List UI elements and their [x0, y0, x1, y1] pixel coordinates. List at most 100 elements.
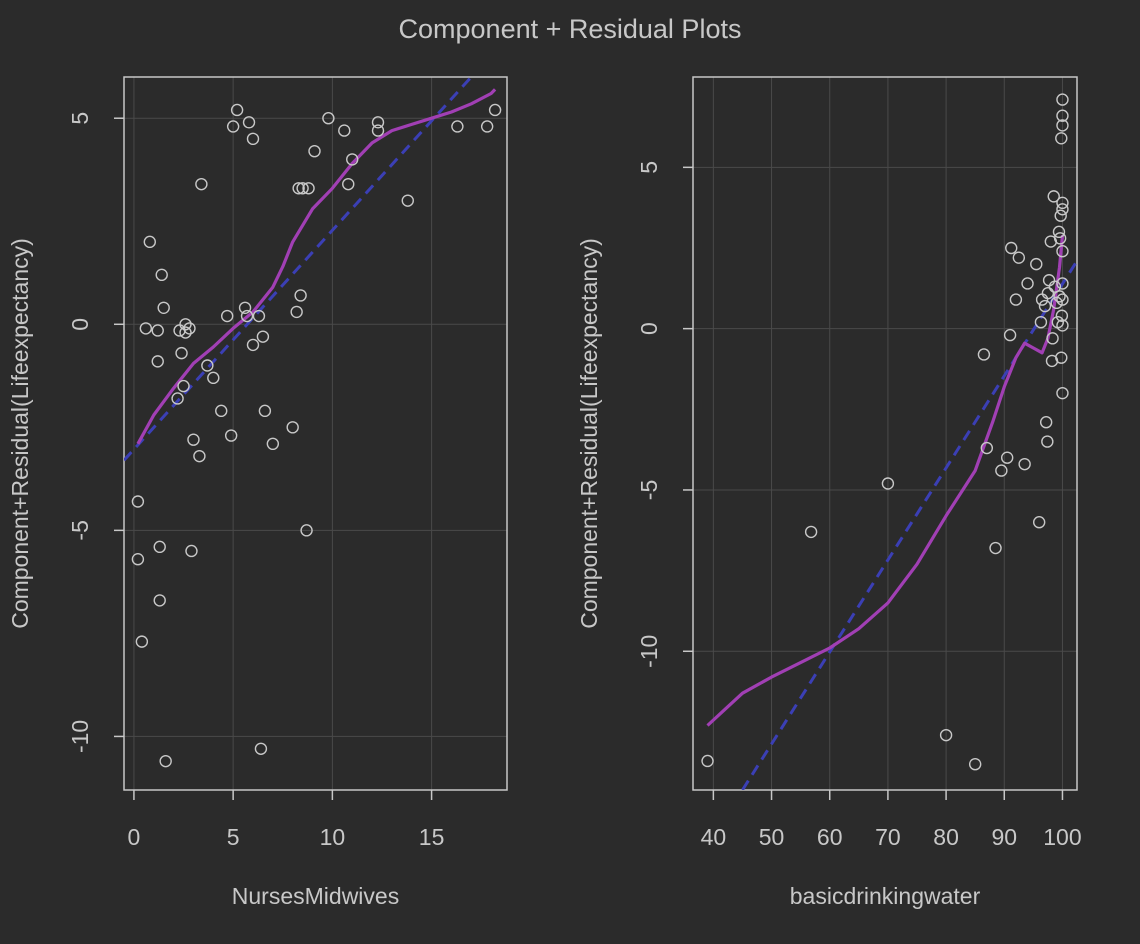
residual-smooth-line	[136, 88, 497, 445]
data-point	[131, 495, 145, 508]
data-point	[968, 757, 982, 771]
data-point	[296, 182, 309, 195]
data-point	[294, 289, 307, 302]
y-tick-label: 5	[636, 161, 662, 174]
x-tick-label: 60	[817, 824, 843, 850]
data-point	[207, 371, 220, 385]
data-point	[256, 330, 270, 343]
data-point	[1056, 109, 1069, 122]
data-point	[980, 441, 994, 455]
data-point	[131, 553, 145, 566]
data-point	[254, 742, 268, 755]
data-point	[155, 268, 168, 282]
y-axis-label: Component+Residual(Lifeexpectancy)	[576, 238, 602, 629]
data-point	[179, 318, 192, 331]
data-point	[480, 120, 494, 133]
data-point	[258, 404, 272, 418]
plot-area	[124, 77, 502, 768]
data-point	[153, 594, 166, 607]
data-point	[1000, 451, 1014, 464]
y-tick-label: -5	[67, 520, 93, 540]
x-tick-label: 100	[1043, 824, 1081, 850]
data-point	[1056, 203, 1069, 216]
data-point	[201, 359, 214, 372]
x-tick-label: 0	[128, 824, 141, 850]
data-point	[939, 728, 953, 742]
data-point	[290, 305, 303, 319]
x-tick-label: 5	[227, 824, 240, 850]
data-point	[1048, 280, 1062, 293]
data-point	[292, 182, 305, 195]
data-point	[246, 338, 260, 352]
data-point	[1054, 209, 1067, 222]
data-point	[371, 124, 385, 137]
data-point	[1056, 386, 1069, 400]
data-point	[1021, 277, 1034, 290]
data-point	[226, 120, 240, 133]
x-tick-label: 90	[991, 824, 1017, 850]
component-line	[741, 260, 1077, 790]
data-point	[242, 116, 256, 129]
data-point	[224, 429, 238, 442]
data-point	[1050, 296, 1063, 310]
data-point	[308, 144, 321, 158]
data-point	[143, 235, 156, 249]
plot-frame	[123, 76, 508, 791]
data-point	[701, 754, 714, 768]
x-tick-label: 80	[933, 824, 959, 850]
data-point	[135, 635, 149, 648]
data-point	[371, 116, 385, 129]
data-point	[977, 348, 991, 361]
data-point	[159, 754, 172, 768]
data-point	[1047, 190, 1060, 203]
data-point	[240, 309, 254, 323]
data-point	[342, 177, 355, 191]
data-point	[1003, 328, 1017, 342]
data-point	[187, 433, 200, 446]
data-point	[1056, 245, 1069, 258]
data-point	[401, 194, 414, 207]
data-point	[179, 326, 192, 339]
data-point	[881, 477, 895, 490]
panel-nursesmidwives: 0 5 10 15 -10 -5 0 5 NursesMidwives Component+Res…	[7, 76, 508, 909]
panel-basicdrinkingwater: 40 50 60 70 80 90 100 -10 -5 0 5 basicdrinkingwater…	[576, 76, 1082, 909]
data-point	[230, 103, 244, 117]
data-point	[139, 322, 153, 335]
y-tick-label: -5	[636, 480, 662, 500]
data-point	[246, 132, 260, 146]
y-tick-label: -10	[636, 635, 662, 668]
data-point	[153, 540, 166, 554]
data-point	[322, 112, 335, 125]
data-point	[1041, 286, 1055, 300]
data-point	[451, 120, 464, 133]
data-point	[1056, 293, 1069, 306]
y-axis-label: Component+Residual(Lifeexpectancy)	[7, 238, 33, 629]
data-point	[238, 301, 252, 314]
data-point	[183, 322, 196, 335]
data-point	[989, 541, 1002, 555]
data-point	[1018, 457, 1031, 471]
data-point	[177, 379, 190, 393]
x-axis-label: NursesMidwives	[232, 883, 399, 909]
plot-area	[701, 93, 1077, 790]
data-point	[1030, 257, 1043, 271]
data-point	[300, 524, 313, 537]
data-point	[1032, 516, 1046, 529]
y-tick-label: -10	[67, 720, 93, 753]
data-point	[1053, 290, 1066, 303]
x-tick-label: 40	[701, 824, 727, 850]
x-tick-label: 50	[759, 824, 785, 850]
data-point	[1056, 196, 1069, 210]
x-tick-label: 10	[320, 824, 346, 850]
data-point	[1039, 416, 1053, 429]
y-tick-label: 0	[636, 322, 662, 335]
data-point	[151, 324, 164, 337]
data-point	[1005, 241, 1018, 255]
component-line	[124, 77, 473, 462]
data-point	[171, 392, 184, 405]
data-point	[1038, 299, 1052, 313]
data-point	[1053, 232, 1067, 245]
data-point	[1009, 293, 1023, 306]
